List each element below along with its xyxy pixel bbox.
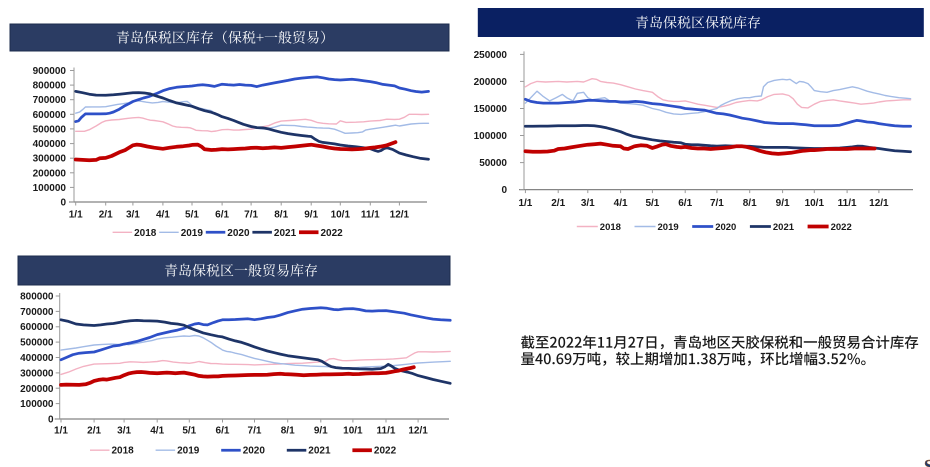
svg-text:4/1: 4/1 bbox=[150, 426, 164, 437]
svg-text:2018: 2018 bbox=[134, 228, 157, 239]
svg-text:2/1: 2/1 bbox=[551, 198, 565, 209]
svg-text:2018: 2018 bbox=[112, 446, 135, 457]
svg-text:500000: 500000 bbox=[33, 124, 67, 135]
svg-text:2/1: 2/1 bbox=[99, 210, 113, 221]
svg-text:200000: 200000 bbox=[33, 168, 67, 179]
svg-text:50000: 50000 bbox=[479, 158, 507, 169]
svg-text:9/1: 9/1 bbox=[314, 426, 328, 437]
svg-text:2022: 2022 bbox=[321, 228, 344, 239]
svg-text:200000: 200000 bbox=[474, 77, 508, 88]
svg-text:12/1: 12/1 bbox=[869, 198, 889, 209]
svg-text:2020: 2020 bbox=[227, 228, 250, 239]
svg-text:10/1: 10/1 bbox=[331, 210, 351, 221]
svg-text:4/1: 4/1 bbox=[614, 198, 628, 209]
svg-text:5/1: 5/1 bbox=[185, 210, 199, 221]
svg-text:600000: 600000 bbox=[20, 322, 54, 333]
svg-text:300000: 300000 bbox=[33, 154, 67, 165]
svg-text:100000: 100000 bbox=[474, 131, 508, 142]
svg-text:2020: 2020 bbox=[715, 222, 736, 233]
svg-text:2/1: 2/1 bbox=[87, 426, 101, 437]
svg-text:5/1: 5/1 bbox=[645, 198, 659, 209]
svg-text:4/1: 4/1 bbox=[156, 210, 170, 221]
svg-text:10/1: 10/1 bbox=[805, 198, 825, 209]
svg-text:0: 0 bbox=[48, 415, 54, 426]
svg-text:10/1: 10/1 bbox=[343, 426, 363, 437]
svg-text:250000: 250000 bbox=[474, 50, 508, 61]
svg-text:400000: 400000 bbox=[20, 353, 54, 364]
svg-text:2019: 2019 bbox=[181, 228, 204, 239]
svg-text:7/1: 7/1 bbox=[244, 210, 258, 221]
svg-text:12/1: 12/1 bbox=[408, 426, 428, 437]
svg-text:3/1: 3/1 bbox=[126, 210, 140, 221]
svg-text:7/1: 7/1 bbox=[248, 426, 262, 437]
svg-text:3/1: 3/1 bbox=[117, 426, 131, 437]
svg-text:3/1: 3/1 bbox=[581, 198, 595, 209]
svg-text:300000: 300000 bbox=[20, 368, 54, 379]
svg-text:11/1: 11/1 bbox=[838, 198, 857, 209]
svg-text:11/1: 11/1 bbox=[377, 426, 396, 437]
svg-text:8/1: 8/1 bbox=[281, 426, 295, 437]
svg-text:0: 0 bbox=[501, 185, 507, 196]
svg-text:400000: 400000 bbox=[33, 139, 67, 150]
svg-text:800000: 800000 bbox=[33, 81, 67, 92]
svg-text:1/1: 1/1 bbox=[518, 198, 532, 209]
svg-text:2022: 2022 bbox=[374, 446, 397, 457]
svg-text:9/1: 9/1 bbox=[776, 198, 790, 209]
svg-text:100000: 100000 bbox=[33, 183, 67, 194]
svg-text:12/1: 12/1 bbox=[390, 210, 410, 221]
svg-text:2020: 2020 bbox=[243, 446, 266, 457]
svg-text:6/1: 6/1 bbox=[215, 210, 229, 221]
svg-text:1/1: 1/1 bbox=[69, 210, 83, 221]
svg-text:200000: 200000 bbox=[20, 384, 54, 395]
svg-text:150000: 150000 bbox=[474, 104, 508, 115]
svg-text:11/1: 11/1 bbox=[361, 210, 380, 221]
svg-text:700000: 700000 bbox=[20, 307, 54, 318]
svg-text:2019: 2019 bbox=[658, 222, 679, 233]
svg-text:S: S bbox=[924, 456, 930, 467]
svg-text:2021: 2021 bbox=[308, 446, 331, 457]
svg-text:6/1: 6/1 bbox=[216, 426, 230, 437]
svg-text:2021: 2021 bbox=[274, 228, 297, 239]
svg-text:700000: 700000 bbox=[33, 95, 67, 106]
svg-text:100000: 100000 bbox=[20, 399, 54, 410]
svg-text:500000: 500000 bbox=[20, 338, 54, 349]
svg-text:8/1: 8/1 bbox=[743, 198, 757, 209]
svg-text:600000: 600000 bbox=[33, 110, 67, 121]
svg-text:2022: 2022 bbox=[831, 222, 852, 233]
svg-text:2021: 2021 bbox=[773, 222, 795, 233]
svg-text:9/1: 9/1 bbox=[304, 210, 318, 221]
svg-text:2018: 2018 bbox=[600, 222, 621, 233]
svg-text:5/1: 5/1 bbox=[182, 426, 196, 437]
svg-text:8/1: 8/1 bbox=[274, 210, 288, 221]
svg-text:6/1: 6/1 bbox=[678, 198, 692, 209]
svg-text:0: 0 bbox=[60, 198, 66, 209]
svg-text:800000: 800000 bbox=[20, 292, 54, 303]
svg-text:2019: 2019 bbox=[177, 446, 200, 457]
svg-text:900000: 900000 bbox=[33, 66, 67, 77]
svg-text:7/1: 7/1 bbox=[710, 198, 724, 209]
svg-text:1/1: 1/1 bbox=[54, 426, 68, 437]
